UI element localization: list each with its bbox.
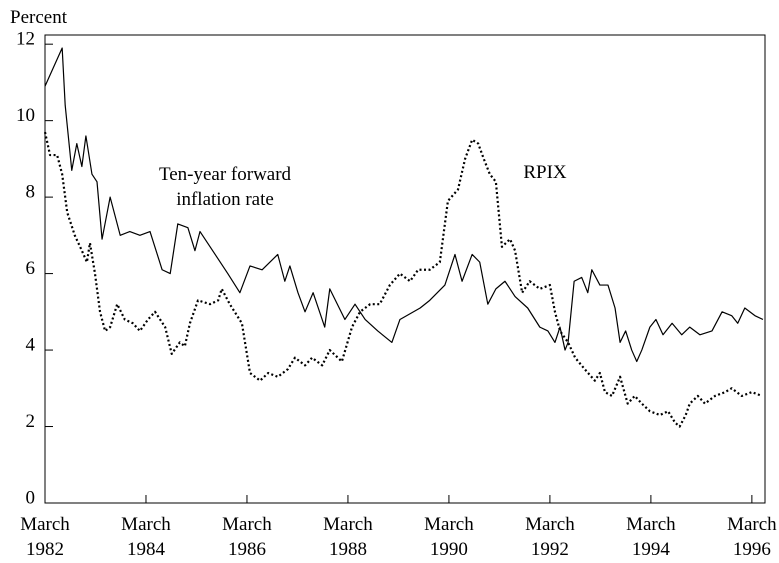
x-tick-label: March 1982: [20, 514, 70, 560]
series-line: [43, 131, 763, 428]
x-tick-label: March 1988: [323, 514, 373, 560]
series-line: [44, 47, 764, 363]
x-tick-label: March 1986: [222, 514, 272, 560]
x-tick-label: March 1990: [424, 514, 474, 560]
y-tick-label: 4: [26, 334, 36, 355]
x-tick-label: March 1984: [121, 514, 171, 560]
x-tick-label: March 1992: [525, 514, 575, 560]
annotation: Ten-year forward inflation rate: [158, 164, 292, 210]
annotation: RPIX: [523, 162, 567, 183]
y-tick-label: 0: [26, 487, 36, 508]
y-tick-label: 10: [16, 105, 35, 126]
y-tick-label: 6: [26, 258, 36, 279]
y-tick-label: 2: [26, 411, 36, 432]
plot-frame: [44, 34, 766, 504]
x-tick-label: March 1996: [727, 514, 777, 560]
y-tick-label: 12: [16, 29, 35, 50]
y-tick-label: 8: [26, 181, 36, 202]
y-axis-label: Percent: [10, 7, 67, 28]
x-tick-label: March 1994: [626, 514, 676, 560]
